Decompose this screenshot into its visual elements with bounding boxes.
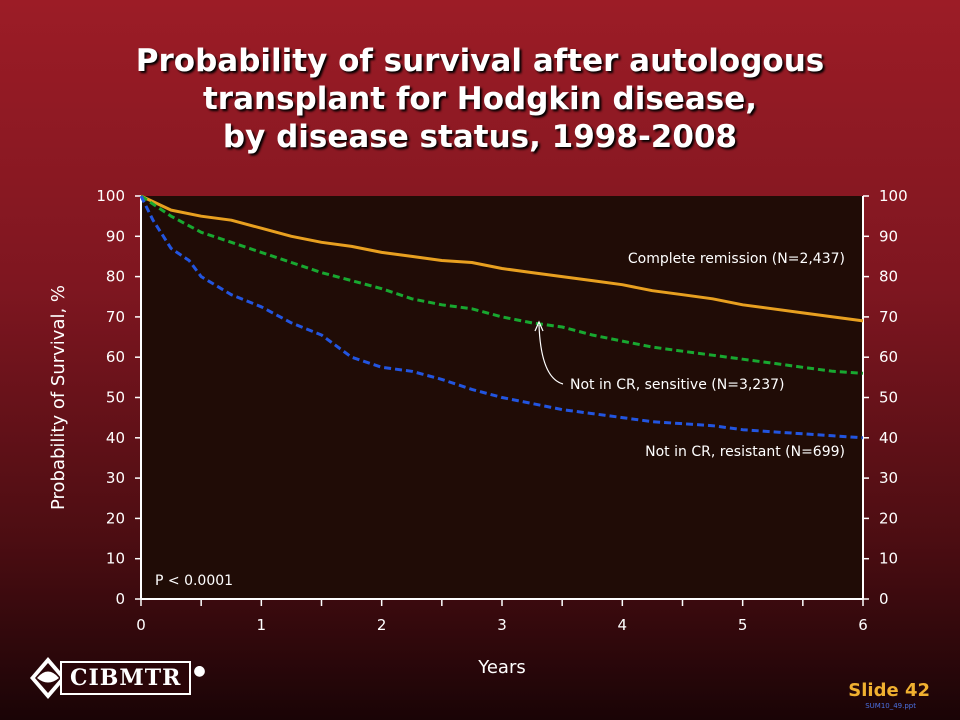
x-tick-label: 5 [738,616,748,634]
y-tick-label-right: 10 [879,550,898,568]
series-label-complete_remission: Complete remission (N=2,437) [628,251,845,267]
pointer-arrow-head [534,320,544,332]
chart-title: Probability of survival after autologous… [0,42,960,156]
y-tick-label-left: 40 [106,429,125,447]
title-line-1: Probability of survival after autologous [135,43,825,79]
logo-text: CIBMTR [60,661,192,695]
y-tick-label-left: 10 [106,550,125,568]
y-tick-label-right: 60 [879,348,898,366]
y-tick-label-left: 30 [106,469,125,487]
y-tick-label-left: 70 [106,308,125,326]
series-line-sensitive [140,194,864,375]
p-value-annotation: P < 0.0001 [155,573,233,589]
file-name: SUM10_49.ppt [865,702,916,710]
x-axis-title: Years [477,657,526,678]
x-tick-label: 6 [858,616,868,634]
title-line-2: transplant for Hodgkin disease, [202,81,758,117]
y-tick-label-right: 100 [879,187,908,205]
diamond-logo-icon [30,657,66,699]
y-tick-label-left: 60 [106,348,125,366]
x-tick-label: 4 [618,616,628,634]
logo-registered-mark: ● [193,663,206,679]
slide-number: Slide 42 [848,680,930,701]
y-tick-label-right: 70 [879,308,898,326]
title-line-3: by disease status, 1998-2008 [222,119,738,155]
y-tick-label-left: 90 [106,227,125,245]
y-tick-label-left: 80 [106,268,125,286]
y-tick-label-left: 0 [115,590,125,608]
y-tick-label-left: 20 [106,509,125,527]
pointer-arrow-line [538,324,564,385]
series-line-resistant [139,195,864,440]
y-tick-label-left: 100 [96,187,125,205]
y-tick-label-right: 30 [879,469,898,487]
y-tick-label-right: 20 [879,509,898,527]
x-tick-label: 1 [257,616,267,634]
y-tick-label-right: 80 [879,268,898,286]
x-tick-label: 2 [377,616,387,634]
y-tick-label-right: 50 [879,389,898,407]
y-tick-label-right: 90 [879,227,898,245]
y-axis-title: Probability of Survival, % [48,285,69,510]
cibmtr-logo: CIBMTR ● [28,655,206,701]
x-tick-label: 3 [497,616,507,634]
y-tick-label-right: 40 [879,429,898,447]
series-label-sensitive: Not in CR, sensitive (N=3,237) [570,377,785,393]
series-label-resistant: Not in CR, resistant (N=699) [645,444,845,460]
y-tick-label-left: 50 [106,389,125,407]
series-line-complete_remission [140,194,864,323]
y-tick-label-right: 0 [879,590,889,608]
x-tick-label: 0 [136,616,146,634]
